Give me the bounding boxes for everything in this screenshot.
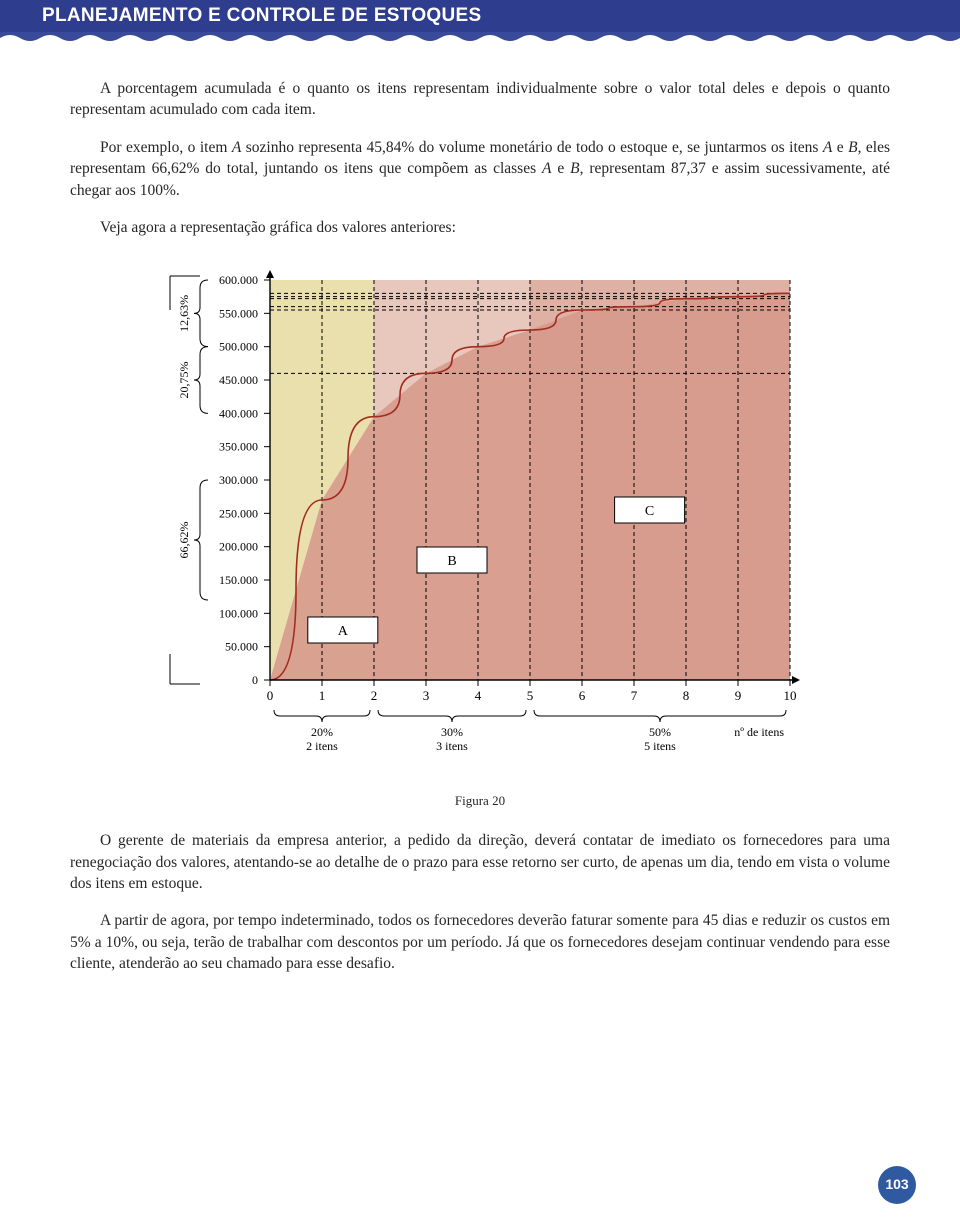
svg-text:100.000: 100.000 [219,607,258,621]
paragraph-4: O gerente de materiais da empresa anteri… [70,830,890,894]
svg-text:550.000: 550.000 [219,307,258,321]
chart-svg: 600.000550.000500.000450.000400.000350.0… [120,254,840,774]
svg-text:3 itens: 3 itens [436,739,468,753]
abc-curve-chart: 600.000550.000500.000450.000400.000350.0… [70,254,890,774]
svg-text:300.000: 300.000 [219,473,258,487]
paragraph-3: Veja agora a representação gráfica dos v… [70,217,890,238]
svg-text:66,62%: 66,62% [177,522,191,559]
svg-text:50%: 50% [649,725,671,739]
paragraph-1: A porcentagem acumulada é o quanto os it… [70,78,890,121]
svg-text:400.000: 400.000 [219,407,258,421]
svg-text:600.000: 600.000 [219,273,258,287]
svg-text:7: 7 [631,688,638,703]
svg-text:nº de itens: nº de itens [734,725,784,739]
svg-text:1: 1 [319,688,326,703]
page-header: PLANEJAMENTO E CONTROLE DE ESTOQUES [0,0,960,44]
svg-text:200.000: 200.000 [219,540,258,554]
svg-text:150.000: 150.000 [219,573,258,587]
svg-text:8: 8 [683,688,690,703]
svg-text:500.000: 500.000 [219,340,258,354]
svg-text:30%: 30% [441,725,463,739]
svg-text:3: 3 [423,688,430,703]
svg-text:5: 5 [527,688,534,703]
svg-text:9: 9 [735,688,742,703]
page-number: 103 [878,1166,916,1204]
svg-text:B: B [447,554,456,569]
svg-text:4: 4 [475,688,482,703]
svg-text:0: 0 [252,673,258,687]
svg-text:350.000: 350.000 [219,440,258,454]
svg-text:6: 6 [579,688,586,703]
svg-text:5 itens: 5 itens [644,739,676,753]
svg-text:20%: 20% [311,725,333,739]
svg-text:0: 0 [267,688,274,703]
svg-text:450.000: 450.000 [219,373,258,387]
svg-text:50.000: 50.000 [225,640,258,654]
svg-text:2: 2 [371,688,378,703]
svg-text:2 itens: 2 itens [306,739,338,753]
svg-text:250.000: 250.000 [219,507,258,521]
figure-caption: Figura 20 [70,792,890,810]
svg-text:12,63%: 12,63% [177,295,191,332]
page-title: PLANEJAMENTO E CONTROLE DE ESTOQUES [42,3,481,29]
paragraph-5: A partir de agora, por tempo indetermina… [70,910,890,974]
paragraph-2: Por exemplo, o item A sozinho representa… [70,137,890,201]
svg-text:20,75%: 20,75% [177,362,191,399]
svg-text:A: A [338,624,349,639]
svg-text:10: 10 [784,688,797,703]
svg-text:C: C [645,504,654,519]
body-text: A porcentagem acumulada é o quanto os it… [70,0,890,974]
